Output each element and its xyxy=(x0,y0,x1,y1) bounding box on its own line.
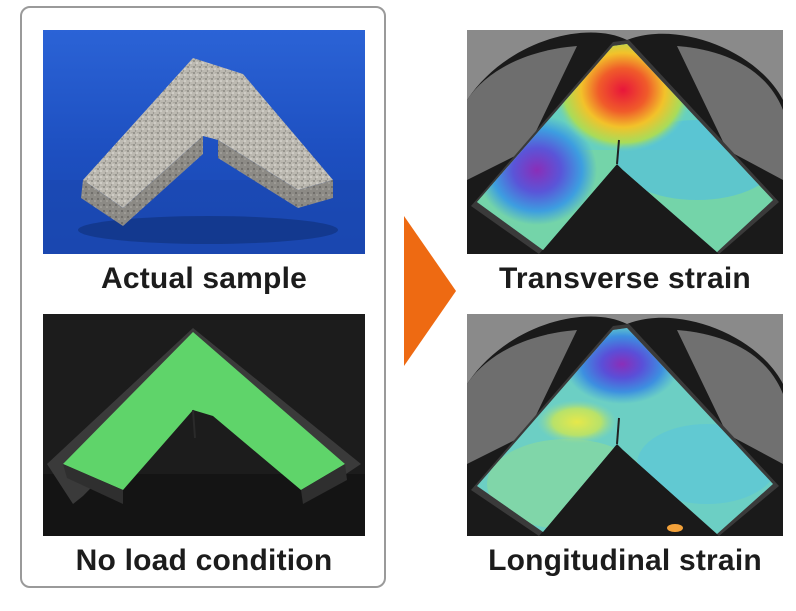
transverse-strain-caption: Transverse strain xyxy=(499,262,751,295)
actual-sample-caption: Actual sample xyxy=(100,262,307,295)
longitudinal-strain-caption: Longitudinal strain xyxy=(488,544,762,577)
right-triangle-arrow-icon xyxy=(404,216,456,366)
transverse-strain-photo xyxy=(467,30,783,254)
actual-sample-photo xyxy=(43,30,365,254)
no-load-photo xyxy=(43,314,365,536)
longitudinal-strain-photo xyxy=(467,314,783,536)
no-load-caption: No load condition xyxy=(75,544,333,577)
